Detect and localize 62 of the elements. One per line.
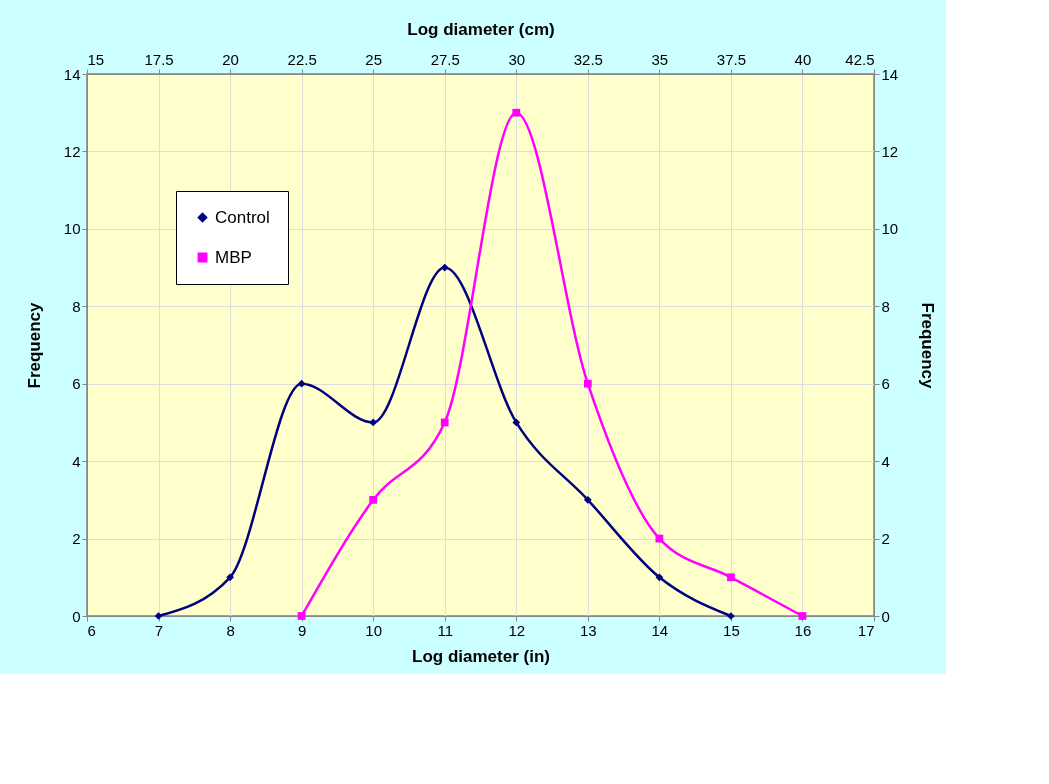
y-tick-label: 12 — [63, 142, 81, 160]
legend-label: Control — [215, 207, 270, 227]
y-axis-title: Frequency — [24, 301, 44, 389]
y2-tick-label: 4 — [881, 452, 890, 470]
y2-tick-label: 0 — [881, 607, 890, 625]
x2-tick-label: 22.5 — [287, 50, 317, 68]
legend-label: MBP — [215, 247, 252, 267]
x2-tick-label: 40 — [794, 50, 812, 68]
point — [727, 573, 735, 582]
y2-axis-title: Frequency — [918, 302, 938, 390]
point — [226, 573, 234, 582]
x2-tick-label: 15 — [87, 50, 105, 68]
x2-tick-label: 37.5 — [716, 50, 747, 68]
x2-tick-label: 25 — [365, 50, 383, 68]
point — [440, 418, 449, 427]
x-tick-label: 15 — [723, 621, 740, 639]
point — [512, 108, 521, 117]
x-tick-label: 13 — [579, 621, 597, 639]
x-tick-label: 12 — [508, 621, 526, 639]
y2-tick-label: 14 — [881, 65, 899, 83]
point — [798, 612, 807, 620]
point — [512, 418, 521, 427]
point — [440, 263, 449, 272]
x-tick-label: 14 — [651, 621, 669, 639]
x2-tick-label: 27.5 — [430, 50, 460, 68]
x2-tick-label: 17.5 — [144, 50, 174, 68]
y-tick-label: 4 — [72, 452, 81, 470]
x-axis-title: Log diameter (in) — [412, 646, 550, 666]
point — [154, 612, 163, 620]
x2-axis-title: Log diameter (cm) — [407, 19, 555, 39]
y-tick-label: 10 — [63, 220, 81, 238]
x-tick-label: 6 — [87, 621, 96, 639]
y-tick-label: 6 — [72, 375, 81, 393]
x-tick-label: 7 — [154, 621, 164, 639]
x2-tick-label: 20 — [222, 50, 239, 68]
y2-tick-label: 12 — [881, 142, 899, 160]
y2-tick-label: 6 — [881, 375, 890, 393]
point — [369, 495, 378, 504]
point — [583, 379, 592, 388]
point — [655, 534, 664, 543]
y2-tick-label: 8 — [881, 297, 890, 315]
point — [583, 495, 592, 504]
x2-tick-label: 42.5 — [845, 50, 875, 68]
x-tick-label: 11 — [437, 621, 454, 639]
y-tick-label: 14 — [63, 65, 81, 83]
x-tick-label: 9 — [297, 621, 307, 639]
x2-tick-label: 30 — [508, 50, 526, 68]
y-tick-label: 8 — [72, 297, 81, 315]
x-tick-label: 17 — [857, 621, 875, 639]
y2-tick-label: 2 — [881, 530, 890, 548]
x-tick-label: 16 — [794, 621, 812, 639]
point — [655, 573, 664, 582]
x-tick-label: 10 — [365, 621, 383, 639]
x-tick-label: 8 — [226, 621, 235, 639]
point — [369, 418, 378, 427]
x2-tick-label: 35 — [651, 50, 669, 68]
y2-tick-label: 10 — [881, 220, 899, 238]
point — [297, 612, 306, 620]
y-tick-label: 2 — [72, 530, 81, 548]
point — [297, 379, 306, 388]
y-tick-label: 0 — [72, 607, 81, 625]
x2-tick-label: 32.5 — [573, 50, 603, 68]
